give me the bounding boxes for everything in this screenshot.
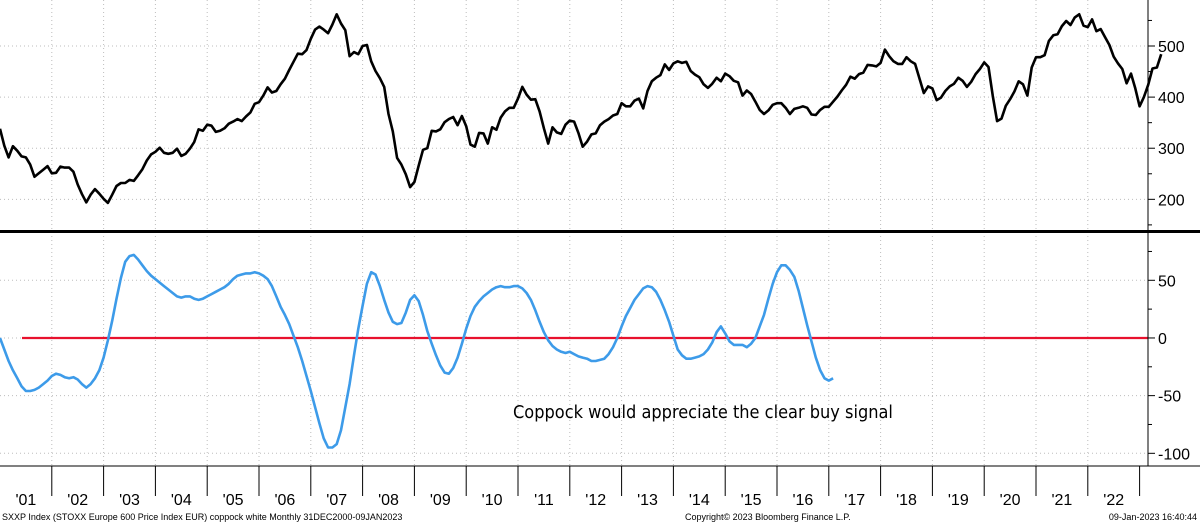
year-tick-label: '06	[274, 492, 295, 509]
price-tick-label: 500	[1158, 39, 1185, 56]
year-tick-label: '14	[689, 492, 710, 509]
coppock-line	[0, 253, 834, 449]
coppock-tick-label: -100	[1158, 446, 1190, 463]
year-tick-label: '13	[637, 492, 658, 509]
year-tick-label: '17	[844, 492, 865, 509]
year-tick-label: '02	[67, 492, 88, 509]
year-tick-label: '21	[1051, 492, 1072, 509]
price-tick-label: 200	[1158, 192, 1185, 209]
price-line	[0, 13, 1163, 205]
footer-right: 09-Jan-2023 16:40:44	[1109, 512, 1197, 522]
footer-center: Copyright© 2023 Bloomberg Finance L.P.	[685, 512, 851, 522]
coppock-tick-label: 50	[1158, 273, 1176, 290]
coppock-tick-label: -50	[1158, 389, 1181, 406]
annotation-text: Coppock would appreciate the clear buy s…	[513, 402, 893, 423]
year-tick-label: '19	[948, 492, 969, 509]
year-tick-label: '04	[171, 492, 192, 509]
coppock-tick-label: 0	[1158, 331, 1167, 348]
year-tick-label: '11	[534, 492, 554, 509]
year-tick-label: '01	[15, 492, 36, 509]
year-tick-label: '10	[482, 492, 503, 509]
year-tick-label: '20	[1000, 492, 1021, 509]
year-tick-label: '15	[741, 492, 762, 509]
year-tick-label: '12	[585, 492, 606, 509]
series-layer	[0, 13, 1163, 449]
year-tick-label: '18	[896, 492, 917, 509]
price-tick-label: 400	[1158, 90, 1185, 107]
year-tick-label: '05	[223, 492, 244, 509]
year-tick-label: '08	[378, 492, 399, 509]
footer-left: SXXP Index (STOXX Europe 600 Price Index…	[2, 512, 402, 522]
year-tick-label: '07	[326, 492, 347, 509]
year-tick-label: '03	[119, 492, 140, 509]
year-tick-label: '16	[792, 492, 813, 509]
price-tick-label: 300	[1158, 141, 1185, 158]
axis-layer: 200 300 400 500 -100 -50 0 50 '01 '02 '03 '04 '05 '06…	[0, 0, 1200, 509]
year-tick-label: '22	[1103, 492, 1124, 509]
year-tick-label: '09	[430, 492, 451, 509]
